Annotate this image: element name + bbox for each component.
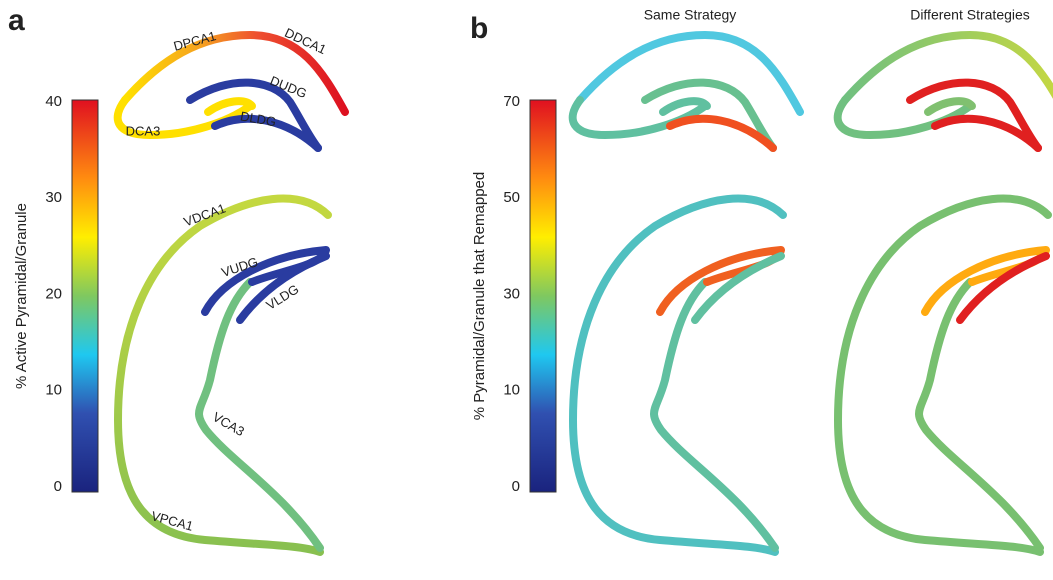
colorbar-title: % Pyramidal/Granule that Remapped <box>471 172 488 420</box>
panel-label: a <box>8 4 25 37</box>
panel-label: b <box>470 12 488 45</box>
region-shape <box>915 278 1044 552</box>
region-shape <box>834 194 1052 556</box>
column-title: Same Strategy <box>644 7 737 23</box>
region-shape <box>576 31 804 116</box>
region-shape <box>666 114 777 152</box>
colorbar-tick-label: 0 <box>512 478 520 495</box>
hippocampus-maps <box>113 31 1053 556</box>
colorbar-tick-label: 10 <box>45 382 62 399</box>
region-shape <box>921 246 1050 316</box>
region-shape <box>204 97 256 116</box>
region-shape <box>236 252 330 324</box>
colorbar-tick-label: 50 <box>503 189 520 206</box>
region-label: VCA3 <box>210 409 247 439</box>
region-shape <box>656 246 785 316</box>
hippocampus <box>113 31 349 556</box>
hippocampus <box>833 31 1053 556</box>
region-shape <box>641 78 777 152</box>
region-shape <box>691 252 785 324</box>
region-label: DLDG <box>239 108 277 129</box>
colorbar-tick-label: 20 <box>45 285 62 302</box>
region-shape <box>650 278 779 552</box>
column-title: Different Strategies <box>910 7 1030 23</box>
hippocampus <box>568 31 804 556</box>
colorbar-tick-label: 40 <box>45 93 62 110</box>
colorbar-title: % Active Pyramidal/Granule <box>13 203 30 389</box>
region-shape <box>906 78 1042 152</box>
region-shape <box>114 194 332 556</box>
region-shape <box>195 278 324 552</box>
region-label: DCA3 <box>126 123 161 138</box>
colorbar-tick-label: 30 <box>503 285 520 302</box>
colorbar-tick-label: 0 <box>54 478 62 495</box>
region-shape <box>201 246 330 316</box>
region-shape <box>659 97 711 116</box>
colorbar <box>71 99 99 493</box>
region-shape <box>924 97 976 116</box>
colorbar-tick-label: 10 <box>503 382 520 399</box>
colorbar <box>529 99 557 493</box>
region-shape <box>186 78 322 152</box>
region-shape <box>121 31 349 116</box>
region-shape <box>931 114 1042 152</box>
region-shape <box>569 194 787 556</box>
colorbar-tick-label: 30 <box>45 189 62 206</box>
region-shape <box>956 252 1050 324</box>
region-shape <box>211 114 322 152</box>
colorbar-tick-label: 70 <box>503 93 520 110</box>
region-shape <box>841 31 1053 104</box>
